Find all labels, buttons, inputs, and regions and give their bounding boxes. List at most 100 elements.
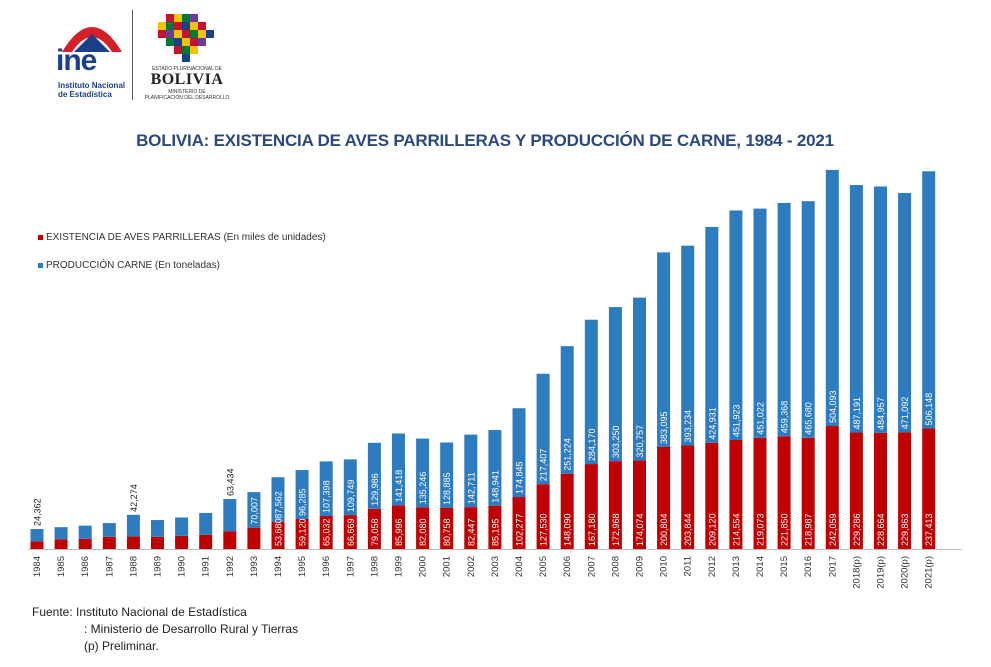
bar-aves-2017 (825, 426, 839, 549)
data-label-aves: 218,987 (804, 513, 814, 546)
x-tick-label: 2018(p) (851, 556, 862, 589)
data-label-aves: 59,120 (298, 518, 308, 546)
footer-source: Fuente: Instituto Nacional de Estadístic… (32, 604, 298, 655)
x-tick-label: 1999 (394, 556, 405, 577)
x-tick-label: 1987 (104, 556, 115, 577)
x-tick-label: 1989 (153, 556, 164, 577)
data-label-carne: 217,407 (539, 449, 549, 482)
legend-item-aves: EXISTENCIA DE AVES PARRILLERAS (En miles… (38, 232, 326, 243)
data-label-carne: 87,562 (274, 491, 284, 519)
data-label-carne: 107,398 (322, 480, 332, 513)
footer-source-line: Fuente: Instituto Nacional de Estadístic… (32, 605, 247, 619)
x-tick-label: 1994 (273, 556, 284, 577)
data-label-carne: 504,093 (828, 390, 838, 423)
bar-aves-2014 (753, 437, 767, 549)
data-label-aves: 228,664 (876, 513, 886, 546)
legend-swatch-red (38, 235, 43, 240)
x-tick-label: 1993 (249, 556, 260, 577)
data-label-aves: 209,120 (707, 513, 717, 546)
bar-carne-2017 (825, 169, 839, 427)
x-tick-label: 2017 (827, 556, 838, 577)
data-label-carne: 251,224 (563, 438, 573, 471)
bar-aves-2002 (464, 507, 478, 549)
bar-carne-2007 (584, 319, 598, 465)
bar-carne-1986 (78, 525, 92, 539)
bar-aves-1987 (102, 536, 116, 549)
bar-aves-2010 (657, 446, 671, 549)
x-tick-label: 1986 (80, 556, 91, 577)
x-tick-label: 1998 (369, 556, 380, 577)
data-label-carne: 284,170 (587, 429, 597, 462)
bar-aves-2007 (584, 464, 598, 549)
x-tick-label: 1990 (177, 556, 188, 577)
bar-aves-1995 (295, 518, 309, 549)
bar-carne-2012 (705, 226, 719, 443)
x-tick-label: 2002 (466, 556, 477, 577)
x-tick-label: 2005 (538, 556, 549, 577)
x-tick-label: 2001 (442, 556, 453, 577)
bar-aves-2005 (536, 484, 550, 549)
data-label-carne: 148,941 (490, 470, 500, 503)
footer-preliminar-note: (p) Preliminar. (84, 639, 159, 653)
x-tick-label: 1992 (225, 556, 236, 577)
x-tick-label: 2015 (779, 556, 790, 577)
x-tick-label: 2011 (683, 556, 694, 576)
data-label-aves: 221,850 (780, 513, 790, 546)
data-label-carne: 487,191 (852, 397, 862, 430)
bar-aves-2004 (512, 497, 526, 549)
bar-aves-1994 (271, 521, 285, 549)
data-label-aves: 66,669 (346, 518, 356, 546)
data-label-aves: 203,844 (683, 513, 693, 546)
bar-carne-2016 (801, 201, 815, 438)
data-label-aves: 148,090 (563, 513, 573, 546)
data-label-aves: 200,804 (659, 513, 669, 546)
data-label-aves: 53,680 (274, 518, 284, 546)
chart-title: BOLIVIA: EXISTENCIA DE AVES PARRILLERAS … (136, 131, 834, 150)
data-label-carne: 383,095 (659, 411, 669, 444)
ine-subtitle: Instituto Nacional de Estadística (58, 81, 126, 99)
data-label-carne: 393,234 (683, 410, 693, 443)
bar-aves-2015 (777, 436, 791, 549)
bar-aves-2001 (440, 507, 454, 549)
bar-carne-1995 (295, 470, 309, 519)
x-tick-label: 2007 (586, 556, 597, 577)
data-label-carne: 424,931 (707, 407, 717, 440)
data-label-aves: 102,277 (515, 513, 525, 546)
x-tick-label: 2021(p) (924, 556, 935, 589)
data-label-aves: 82,080 (418, 518, 428, 546)
data-label-aves: 229,863 (900, 513, 910, 546)
data-label-aves: 79,058 (370, 518, 380, 546)
data-label-carne: 451,022 (756, 402, 766, 435)
data-label-carne: 174,845 (515, 461, 525, 494)
bar-carne-2002 (464, 434, 478, 508)
data-label-carne: 24,362 (33, 498, 43, 526)
bar-carne-2005 (536, 373, 550, 485)
bar-aves-1985 (54, 539, 68, 549)
data-label-aves: 65,032 (322, 518, 332, 546)
bar-aves-1997 (343, 515, 357, 549)
bar-carne-2011 (681, 245, 695, 446)
bar-aves-2013 (729, 440, 743, 549)
bar-aves-1996 (319, 515, 333, 549)
bolivia-wordmark: BOLIVIA (150, 71, 224, 88)
bar-carne-1985 (54, 527, 68, 540)
bar-carne-1996 (319, 461, 333, 516)
legend-label-aves: EXISTENCIA DE AVES PARRILLERAS (En miles… (46, 232, 326, 243)
bar-carne-2000 (416, 438, 430, 508)
bar-aves-1991 (199, 534, 213, 549)
x-tick-label: 2014 (755, 556, 766, 577)
bar-carne-1998 (367, 442, 381, 509)
bar-aves-2003 (488, 505, 502, 549)
data-label-carne: 142,711 (466, 472, 476, 504)
bar-carne-2013 (729, 210, 743, 441)
ine-wordmark: ine (56, 44, 97, 77)
data-label-carne: 451,923 (731, 404, 741, 437)
data-label-carne: 141,418 (394, 470, 404, 503)
bar-carne-1987 (102, 523, 116, 537)
legend-label-carne: PRODUCCIÓN CARNE (En toneladas) (46, 260, 220, 271)
bar-carne-2004 (512, 408, 526, 498)
bar-carne-2009 (633, 297, 646, 461)
x-tick-label: 1984 (32, 556, 43, 577)
x-tick-label: 2020(p) (900, 556, 911, 589)
data-label-carne: 484,957 (876, 397, 886, 430)
